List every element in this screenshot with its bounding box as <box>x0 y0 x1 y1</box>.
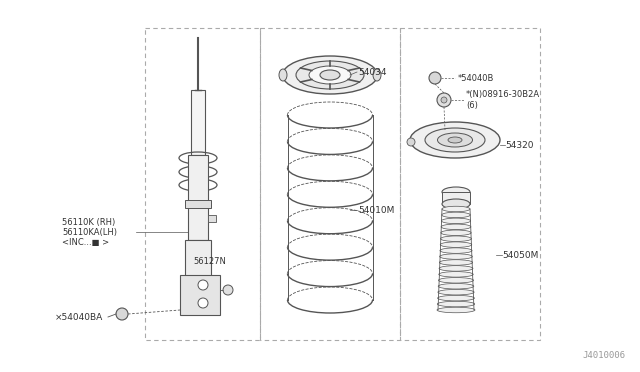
Polygon shape <box>180 275 220 315</box>
Polygon shape <box>188 155 208 240</box>
Polygon shape <box>208 215 216 222</box>
Text: 56127N: 56127N <box>193 257 226 266</box>
Ellipse shape <box>440 242 472 247</box>
Ellipse shape <box>441 230 471 235</box>
Circle shape <box>116 308 128 320</box>
Ellipse shape <box>448 137 462 143</box>
Ellipse shape <box>439 260 473 265</box>
Ellipse shape <box>439 266 473 271</box>
Ellipse shape <box>438 283 474 289</box>
Ellipse shape <box>440 254 472 259</box>
Text: *54040B: *54040B <box>458 74 494 83</box>
Circle shape <box>407 138 415 146</box>
Ellipse shape <box>309 66 351 84</box>
Ellipse shape <box>438 295 474 301</box>
Ellipse shape <box>441 224 471 230</box>
Text: 54050M: 54050M <box>502 250 538 260</box>
Ellipse shape <box>442 187 470 197</box>
Ellipse shape <box>440 236 472 241</box>
Text: ×54040BA: ×54040BA <box>55 312 103 321</box>
Ellipse shape <box>437 301 475 307</box>
Ellipse shape <box>442 218 470 224</box>
Ellipse shape <box>438 133 472 147</box>
Polygon shape <box>185 200 211 208</box>
Ellipse shape <box>438 289 474 295</box>
Polygon shape <box>185 240 211 295</box>
Circle shape <box>437 93 451 107</box>
Ellipse shape <box>442 206 470 212</box>
Text: 56110K (RH): 56110K (RH) <box>62 218 115 227</box>
Text: 54010M: 54010M <box>358 205 394 215</box>
Circle shape <box>198 298 208 308</box>
Ellipse shape <box>296 61 364 89</box>
Text: *(N)08916-30B2A
(6): *(N)08916-30B2A (6) <box>466 90 540 110</box>
Polygon shape <box>442 192 470 204</box>
Ellipse shape <box>437 307 475 313</box>
Text: J4010006: J4010006 <box>582 351 625 360</box>
Ellipse shape <box>279 69 287 81</box>
Ellipse shape <box>373 69 381 81</box>
Ellipse shape <box>425 128 485 152</box>
Ellipse shape <box>410 122 500 158</box>
Text: <INC...■ >: <INC...■ > <box>62 237 109 247</box>
Ellipse shape <box>282 56 378 94</box>
Ellipse shape <box>439 272 473 277</box>
Ellipse shape <box>440 248 472 253</box>
Circle shape <box>198 280 208 290</box>
Circle shape <box>441 97 447 103</box>
Text: 56110KA(LH): 56110KA(LH) <box>62 228 117 237</box>
Circle shape <box>223 285 233 295</box>
Ellipse shape <box>442 212 470 218</box>
Ellipse shape <box>320 70 340 80</box>
Ellipse shape <box>438 278 474 283</box>
Ellipse shape <box>442 199 470 209</box>
Text: 54034: 54034 <box>358 67 387 77</box>
Polygon shape <box>191 90 205 155</box>
Text: 54320: 54320 <box>505 141 534 150</box>
Circle shape <box>429 72 441 84</box>
